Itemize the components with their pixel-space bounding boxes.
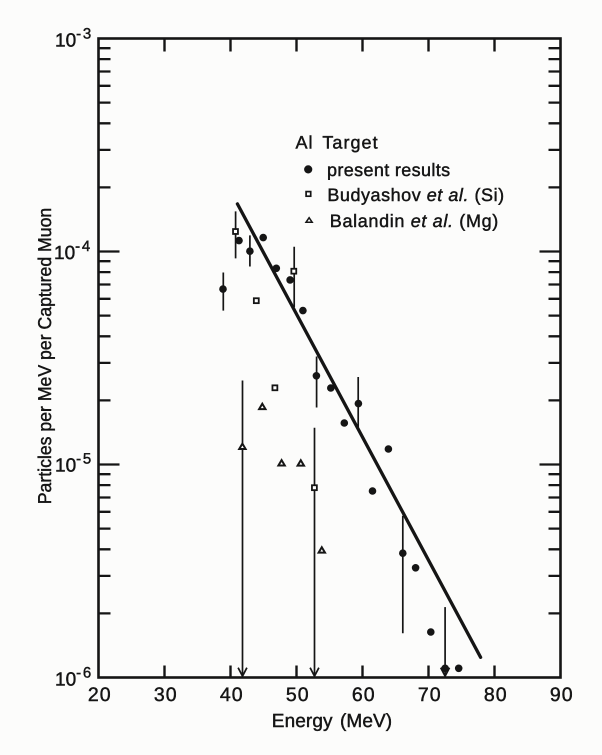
svg-text:60: 60 [352, 684, 376, 706]
svg-text:Energy (MeV): Energy (MeV) [272, 711, 392, 732]
svg-text:Particles per MeV per Captured: Particles per MeV per Captured Muon [34, 208, 55, 505]
svg-text:present results: present results [327, 160, 450, 180]
svg-text:20: 20 [88, 684, 112, 706]
svg-text:10-5: 10-5 [55, 451, 93, 477]
svg-text:70: 70 [418, 684, 442, 706]
svg-text:Al Target: Al Target [296, 133, 379, 153]
svg-text:Balandin et al. (Mg): Balandin et al. (Mg) [330, 211, 499, 231]
svg-text:30: 30 [154, 684, 178, 706]
svg-text:40: 40 [220, 684, 244, 706]
svg-text:90: 90 [550, 684, 574, 706]
svg-text:Budyashov et al. (Si): Budyashov et al. (Si) [327, 185, 504, 205]
svg-text:10-6: 10-6 [55, 665, 93, 691]
svg-text:80: 80 [484, 684, 508, 706]
svg-text:50: 50 [286, 684, 310, 706]
